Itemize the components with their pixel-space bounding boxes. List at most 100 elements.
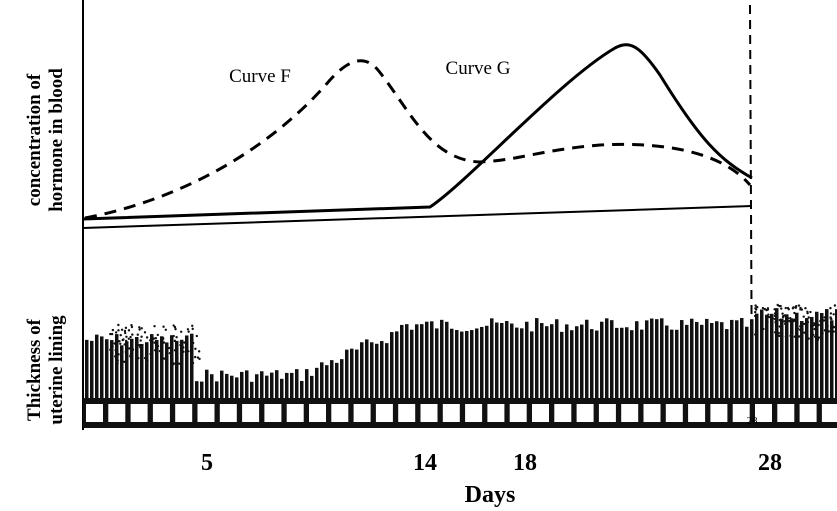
lining-cell — [190, 333, 194, 400]
lining-cell — [585, 319, 589, 400]
lining-dot — [124, 350, 127, 354]
lining-cell — [330, 360, 334, 400]
lining-dot — [784, 335, 788, 338]
lining-dot — [821, 332, 824, 335]
lining-cell — [705, 318, 709, 400]
lining-dot — [109, 332, 112, 336]
lining-dot — [116, 359, 119, 362]
lining-dot — [833, 304, 837, 307]
lining-cell — [325, 365, 329, 400]
lining-dot — [175, 336, 178, 339]
lining-dot — [781, 315, 785, 319]
curve-g — [82, 43, 753, 221]
lining-cell — [225, 373, 229, 400]
lining-dot — [197, 350, 201, 353]
day-label: 14 — [413, 450, 437, 476]
lining-dot — [114, 331, 118, 334]
lining-dot — [829, 306, 832, 310]
lining-dot — [765, 335, 768, 339]
lining-cell — [520, 328, 524, 400]
lining-cell — [270, 372, 274, 400]
lining-cell — [690, 318, 694, 400]
lining-cell — [230, 375, 234, 400]
baseline — [82, 205, 753, 229]
lining-dot — [778, 325, 781, 328]
lining-cell — [220, 370, 224, 400]
lining-cell — [725, 329, 729, 400]
lining-cell — [395, 331, 399, 400]
lining-dot — [754, 307, 757, 310]
lining-dot — [761, 321, 764, 325]
lining-cell — [175, 340, 179, 400]
lining-dot — [790, 330, 793, 333]
lining-cell — [475, 328, 479, 400]
lining-dot — [173, 339, 177, 343]
lining-cell — [335, 362, 339, 400]
lining-dot — [814, 324, 817, 327]
lining-dot — [796, 327, 800, 330]
lining-dot — [817, 323, 820, 327]
lining-dot — [802, 322, 806, 326]
lining-cell — [835, 309, 837, 400]
lining-cell — [640, 329, 644, 400]
lining-dot — [117, 353, 120, 356]
lining-cell — [590, 329, 594, 400]
lining-dot — [785, 330, 788, 333]
lining-dot — [127, 337, 130, 341]
lining-dot — [793, 318, 796, 321]
day-box — [621, 404, 639, 422]
lining-dot — [162, 341, 166, 344]
lining-cell — [405, 324, 409, 400]
lining-cell — [360, 342, 364, 400]
day-box — [799, 404, 817, 422]
lining-dot — [179, 352, 183, 355]
lining-dot — [179, 340, 182, 344]
lining-dot — [139, 346, 142, 349]
lining-cell — [390, 332, 394, 400]
lining-dot — [773, 331, 777, 334]
marker-label: 28 — [747, 415, 759, 427]
lining-cell — [245, 370, 249, 400]
lining-cell — [170, 335, 174, 400]
lining-dot — [174, 327, 177, 331]
day-boxes — [83, 398, 837, 428]
lining-cell — [815, 311, 819, 400]
day-box — [353, 404, 371, 422]
lining-dot — [116, 362, 119, 365]
lining-dot — [123, 329, 127, 333]
lining-dot — [172, 324, 175, 327]
lining-cell — [455, 330, 459, 400]
lining-cell — [695, 321, 699, 400]
day-box — [643, 404, 661, 422]
lining-cell — [535, 318, 539, 400]
lining-dot — [795, 330, 798, 333]
lining-dot — [822, 319, 826, 322]
lining-dot — [192, 341, 195, 345]
lining-cell — [505, 321, 509, 400]
lining-cell — [700, 324, 704, 400]
lining-cell — [825, 309, 829, 400]
lining-dot — [756, 305, 759, 309]
lining-cell — [320, 362, 324, 400]
lining-dot — [172, 334, 175, 338]
lining-dot — [761, 306, 765, 310]
lining-cell — [740, 318, 744, 400]
lining-dot — [114, 349, 117, 352]
lower-label-2: uterine lining — [46, 315, 67, 425]
lining-dot — [759, 337, 763, 341]
day-box — [175, 404, 193, 422]
lining-cell — [250, 381, 254, 400]
lining-cell — [565, 324, 569, 400]
lining-cell — [210, 374, 214, 400]
lining-cell — [575, 326, 579, 400]
lining-dot — [114, 355, 117, 358]
day-box — [665, 404, 683, 422]
lining-dot — [796, 314, 799, 318]
lining-cell — [555, 319, 559, 400]
lining-cell — [205, 369, 209, 400]
lining-dot — [784, 306, 787, 310]
day-box — [821, 404, 837, 422]
lining-dot — [156, 333, 160, 337]
lining-dot — [153, 349, 157, 352]
curve-f — [84, 59, 752, 220]
